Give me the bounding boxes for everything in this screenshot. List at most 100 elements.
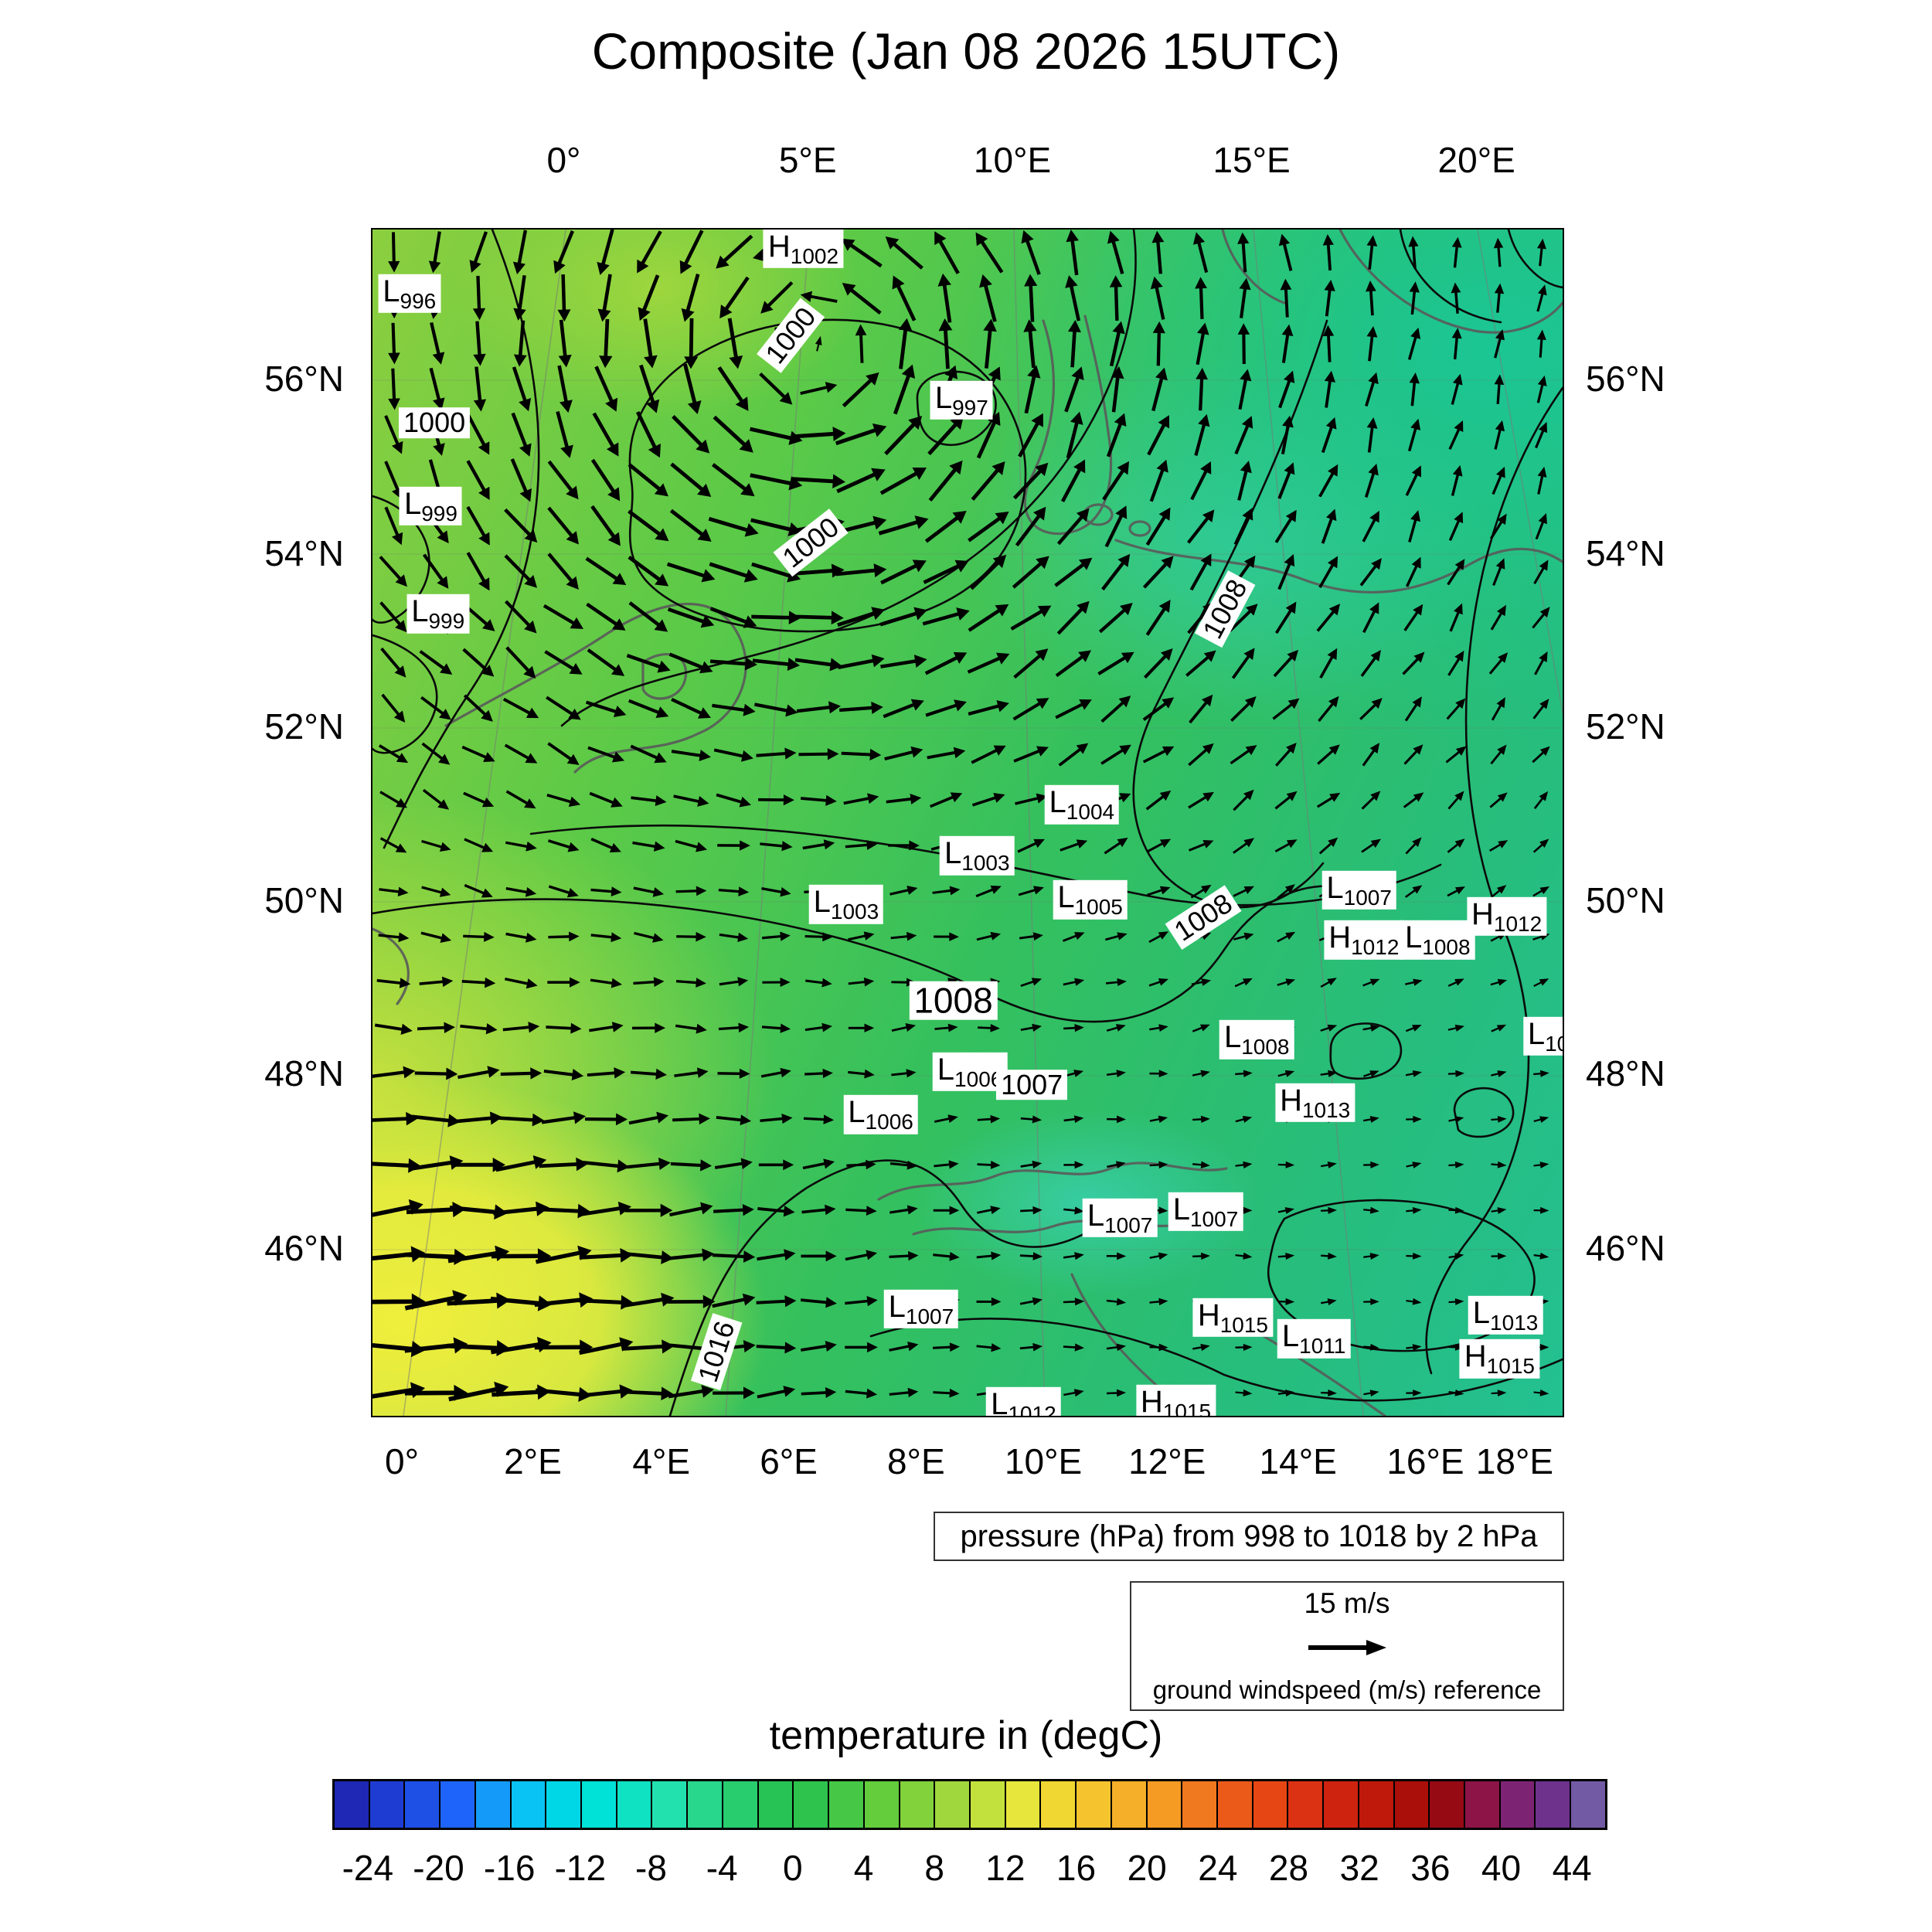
colorbar-segment	[1288, 1781, 1325, 1828]
colorbar-segment	[1430, 1781, 1465, 1828]
colorbar-tick-label: -20	[413, 1848, 464, 1888]
axis-right-latitude: 56°N 54°N 52°N 50°N 48°N 46°N	[1580, 228, 1734, 1414]
colorbar-tick-label: 20	[1127, 1848, 1167, 1888]
low-pressure-label: L1011	[1277, 1319, 1351, 1359]
axis-tick-label: 46°N	[264, 1228, 344, 1269]
axis-tick-label: 18°E	[1475, 1441, 1554, 1481]
colorbar-segment	[1571, 1781, 1605, 1828]
wind-arrows	[372, 230, 1550, 1403]
axis-tick-label: 10°E	[1004, 1441, 1083, 1481]
temperature-colorbar	[332, 1779, 1607, 1830]
colorbar-tick-label: 44	[1552, 1848, 1592, 1888]
isobar-value-label: 1000	[773, 509, 849, 577]
low-pressure-label: L996	[378, 274, 441, 314]
wind-speed-label: 15 m/s	[1304, 1587, 1390, 1619]
colorbar-tick-label: 40	[1481, 1848, 1522, 1888]
high-pressure-label: H1015	[1459, 1339, 1539, 1379]
isobar-value-label: 1000	[399, 407, 471, 438]
colorbar-tick-label: 0	[783, 1848, 803, 1888]
high-pressure-label: H1012	[1467, 896, 1547, 936]
low-pressure-label: L1003	[940, 836, 1015, 876]
colorbar-segment	[900, 1781, 936, 1828]
axis-tick-label: 12°E	[1128, 1441, 1206, 1481]
isobar-value-label: 1008	[1194, 570, 1255, 648]
colorbar-segment	[935, 1781, 971, 1828]
plot-title: Composite (Jan 08 2026 15UTC)	[591, 22, 1341, 80]
axis-tick-label: 56°N	[264, 358, 344, 399]
low-pressure-label: L10	[1522, 1016, 1563, 1056]
low-pressure-label: L1008	[1219, 1020, 1294, 1060]
wind-reference-caption: ground windspeed (m/s) reference	[1152, 1675, 1542, 1704]
low-pressure-label: L997	[930, 380, 993, 420]
colorbar-segment	[1394, 1781, 1430, 1828]
colorbar-segment	[511, 1781, 547, 1828]
colorbar-segment	[970, 1781, 1006, 1828]
axis-tick-label: 52°N	[264, 706, 344, 747]
axis-tick-label: 16°E	[1386, 1441, 1464, 1481]
colorbar-segment	[369, 1781, 406, 1828]
colorbar-tick-label: 28	[1268, 1848, 1309, 1888]
colorbar-segment	[864, 1781, 900, 1828]
colorbar-segment	[688, 1781, 723, 1828]
low-pressure-label: L999	[406, 594, 470, 634]
low-pressure-label: L1013	[1468, 1295, 1543, 1335]
colorbar-tick-label: -8	[635, 1848, 667, 1888]
colorbar-segment	[546, 1781, 583, 1828]
high-pressure-label: H1015	[1192, 1298, 1273, 1337]
colorbar-tick-label: -4	[706, 1848, 738, 1888]
colorbar-segment	[1536, 1781, 1572, 1828]
axis-tick-label: 8°E	[886, 1441, 945, 1481]
high-pressure-label: H1015	[1135, 1384, 1216, 1416]
colorbar-tick-label: 8	[924, 1848, 944, 1888]
colorbar-segment	[617, 1781, 653, 1828]
axis-tick-label: 0°	[385, 1441, 420, 1481]
high-pressure-label: H1013	[1275, 1083, 1355, 1122]
axis-tick-label: 50°N	[264, 880, 344, 921]
axis-tick-label: 56°N	[1586, 358, 1665, 399]
axis-bottom-longitude: 0° 2°E 4°E 6°E 8°E 10°E 12°E 14°E 16°E 18°E	[371, 1434, 1561, 1482]
axis-tick-label: 48°N	[264, 1053, 344, 1094]
wind-reference-box: 15 m/s ground windspeed (m/s) reference	[1130, 1581, 1564, 1711]
colorbar-tick-label: 32	[1339, 1848, 1379, 1888]
colorbar-segment	[1077, 1781, 1112, 1828]
low-pressure-label: L1007	[1082, 1198, 1158, 1237]
axis-tick-label: 20°E	[1437, 140, 1515, 180]
low-pressure-label: L1006	[843, 1094, 918, 1134]
colorbar-tick-label: -12	[554, 1848, 607, 1888]
pressure-caption: pressure (hPa) from 998 to 1018 by 2 hPa	[934, 1512, 1564, 1561]
low-pressure-label: L1006	[932, 1052, 1008, 1092]
colorbar-tick-label: 24	[1198, 1848, 1238, 1888]
low-pressure-label: L1012	[986, 1386, 1061, 1416]
axis-tick-label: 52°N	[1586, 706, 1665, 747]
axis-tick-label: 4°E	[632, 1441, 691, 1481]
axis-tick-label: 50°N	[1586, 880, 1665, 921]
colorbar-segment	[1465, 1781, 1501, 1828]
low-pressure-label: L1003	[808, 885, 884, 924]
axis-tick-label: 54°N	[264, 532, 344, 573]
low-pressure-label: L1005	[1053, 880, 1128, 920]
colorbar-segment	[1182, 1781, 1218, 1828]
pressure-contours	[372, 230, 1563, 1416]
isobar-value-label: 1007	[996, 1070, 1068, 1100]
colorbar-segment	[652, 1781, 689, 1828]
isobar-value-label: 1016	[690, 1313, 743, 1391]
colorbar-segment	[1147, 1781, 1183, 1828]
colorbar-segment	[1324, 1781, 1359, 1828]
colorbar-tick-label: 36	[1410, 1848, 1451, 1888]
colorbar-tick-labels: -24 -20 -16 -12 -8 -4 0 4 8 12 16 20 24 28 32 36 40 44	[332, 1847, 1607, 1892]
high-pressure-label: H1002	[763, 230, 844, 268]
colorbar-segment	[1253, 1781, 1289, 1828]
colorbar-segment	[723, 1781, 759, 1828]
colorbar-segment	[829, 1781, 865, 1828]
colorbar-segment	[1041, 1781, 1077, 1828]
wind-reference-arrow-icon	[1308, 1640, 1386, 1655]
colorbar-segment	[1500, 1781, 1536, 1828]
colorbar-segment	[582, 1781, 617, 1828]
axis-tick-label: 14°E	[1259, 1441, 1337, 1481]
axis-tick-label: 5°E	[778, 140, 837, 180]
axis-tick-label: 54°N	[1586, 532, 1665, 573]
colorbar-segment	[475, 1781, 512, 1828]
colorbar-segment	[1217, 1781, 1253, 1828]
pressure-label-layer: L996 H1002 L999 L999 L997 L1004 L1003 L1003 L100…	[372, 230, 1563, 1416]
